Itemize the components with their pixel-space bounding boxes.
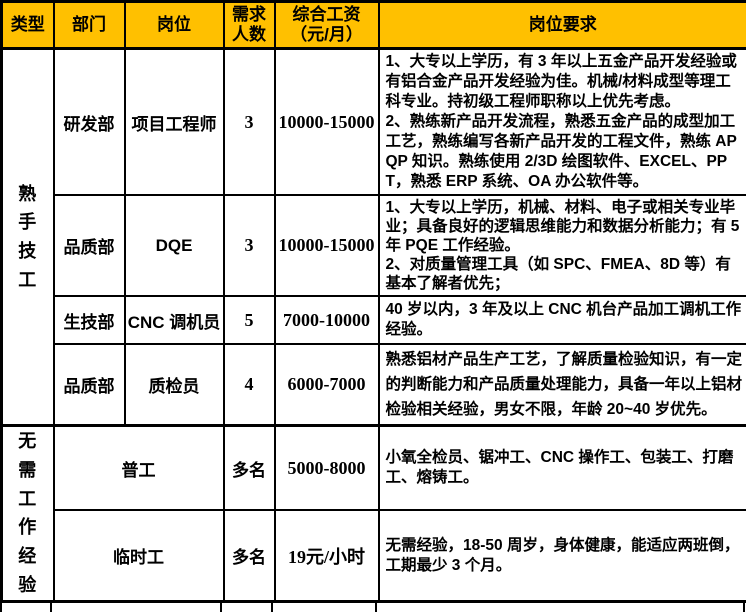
salary-cell: 19元/小时: [275, 510, 379, 601]
requirements-cell: 1、大专以上学历，有 3 年以上五金产品开发经验或有铝合金产品开发经验为佳。机械…: [379, 49, 746, 196]
row-general-worker: 无需工作经验 普工 多名 5000-8000 小氧全检员、锯冲工、CNC 操作工…: [2, 426, 746, 511]
count-cell: 4: [224, 344, 275, 426]
post-cell: 临时工: [54, 510, 224, 601]
count-cell: 5: [224, 296, 275, 344]
dept-cell: 品质部: [54, 195, 125, 296]
count-cell: 3: [224, 49, 275, 196]
post-cell: 质检员: [125, 344, 224, 426]
header-type: 类型: [2, 2, 54, 49]
row-quality-inspector: 品质部 质检员 4 6000-7000 熟悉铝材产品生产工艺，了解质量检验知识，…: [2, 344, 746, 426]
header-row: 类型 部门 岗位 需求人数 综合工资（元/月） 岗位要求: [2, 2, 746, 49]
header-requirements: 岗位要求: [379, 2, 746, 49]
count-cell: 多名: [224, 510, 275, 601]
header-salary: 综合工资（元/月）: [275, 2, 379, 49]
row-temp-worker: 临时工 多名 19元/小时 无需经验，18-50 周岁，身体健康，能适应两班倒，…: [2, 510, 746, 601]
salary-cell: 10000-15000: [275, 49, 379, 196]
header-dept: 部门: [54, 2, 125, 49]
salary-cell: 7000-10000: [275, 296, 379, 344]
requirements-cell: 40 岁以内，3 年及以上 CNC 机台产品加工调机工作经验。: [379, 296, 746, 344]
post-cell: 普工: [54, 426, 224, 511]
salary-cell: 5000-8000: [275, 426, 379, 511]
row-project-engineer: 熟手技工 研发部 项目工程师 3 10000-15000 1、大专以上学历，有 …: [2, 49, 746, 196]
post-cell: 项目工程师: [125, 49, 224, 196]
row-dqe: 品质部 DQE 3 10000-15000 1、大专以上学历，机械、材料、电子或…: [2, 195, 746, 296]
post-cell: CNC 调机员: [125, 296, 224, 344]
salary-cell: 6000-7000: [275, 344, 379, 426]
count-cell: 多名: [224, 426, 275, 511]
type-group-no-experience: 无需工作经验: [2, 426, 54, 602]
salary-cell: 10000-15000: [275, 195, 379, 296]
dept-cell: 研发部: [54, 49, 125, 196]
header-post: 岗位: [125, 2, 224, 49]
requirements-cell: 熟悉铝材产品生产工艺，了解质量检验知识，有一定的判断能力和产品质量处理能力，具备…: [379, 344, 746, 426]
dept-cell: 生技部: [54, 296, 125, 344]
requirements-cell: 无需经验，18-50 周岁，身体健康，能适应两班倒，工期最少 3 个月。: [379, 510, 746, 601]
partial-next-row: [0, 603, 746, 612]
row-cnc-operator: 生技部 CNC 调机员 5 7000-10000 40 岁以内，3 年及以上 C…: [2, 296, 746, 344]
header-count: 需求人数: [224, 2, 275, 49]
post-cell: DQE: [125, 195, 224, 296]
requirements-cell: 小氧全检员、锯冲工、CNC 操作工、包装工、打磨工、熔铸工。: [379, 426, 746, 511]
count-cell: 3: [224, 195, 275, 296]
type-group-skilled-workers: 熟手技工: [2, 49, 54, 426]
requirements-cell: 1、大专以上学历，机械、材料、电子或相关专业毕业；具备良好的逻辑思维能力和数据分…: [379, 195, 746, 296]
dept-cell: 品质部: [54, 344, 125, 426]
